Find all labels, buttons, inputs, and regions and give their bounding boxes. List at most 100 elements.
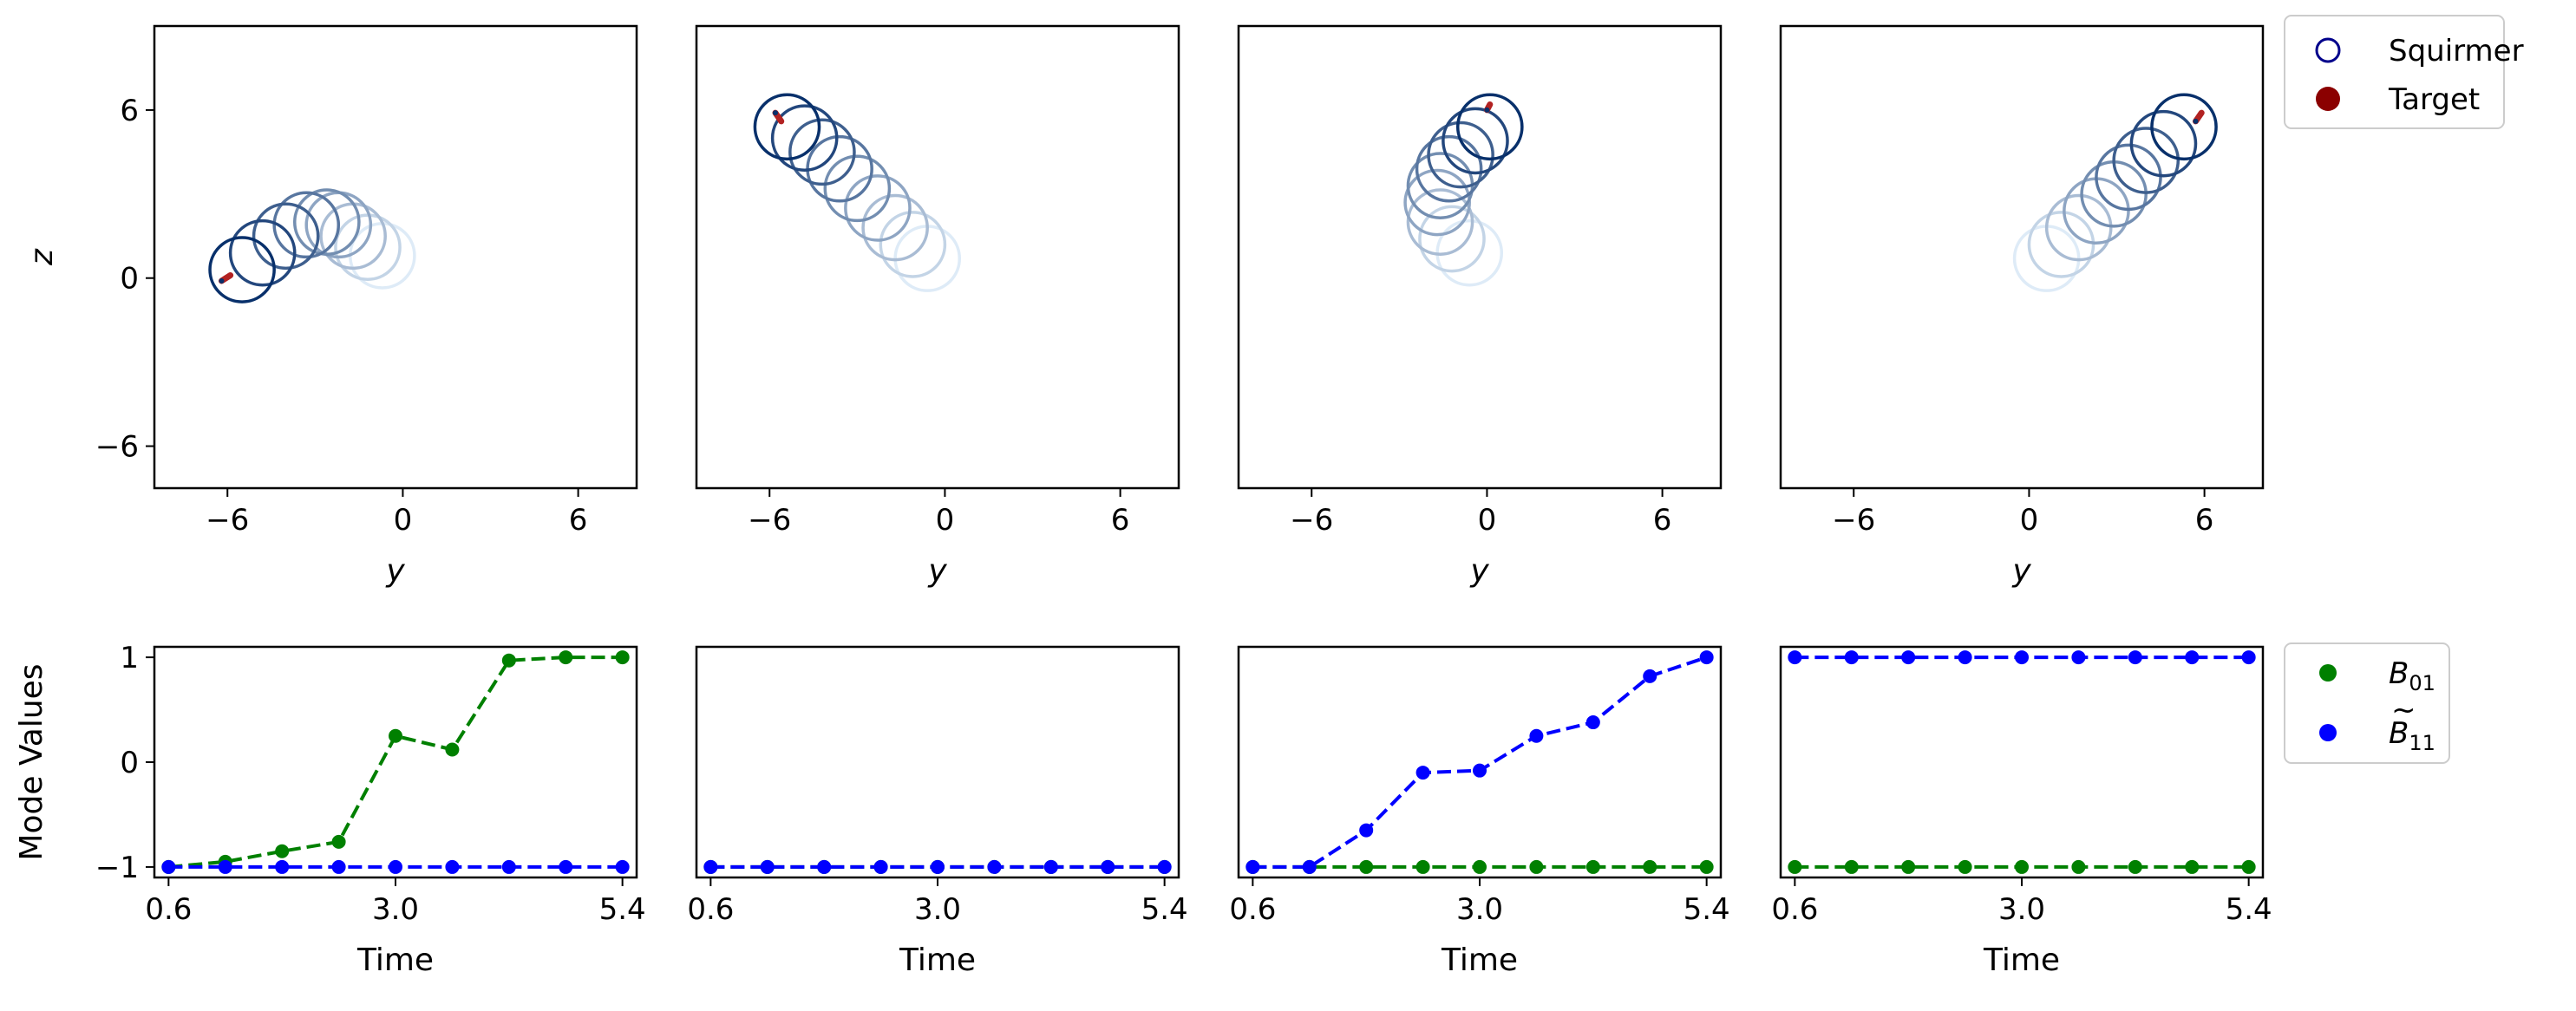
series-point-B_01	[2241, 859, 2256, 874]
series-point-B_01	[1415, 859, 1430, 874]
series-point-B~_11	[1643, 669, 1657, 683]
x-tick-label: −6	[206, 503, 249, 538]
panel-trajectory-2: −6 0 6 y	[695, 24, 1180, 589]
series-point-B_01	[445, 742, 460, 757]
series-point-B_01	[615, 650, 630, 665]
series-point-B~_11	[817, 859, 832, 874]
squirmer-circle	[272, 191, 341, 259]
axes-frame	[695, 645, 1180, 879]
plot-area	[2012, 93, 2218, 292]
series-point-B_01	[1788, 859, 1802, 874]
series-point-B~_11	[873, 859, 888, 874]
series-point-B~_11	[1043, 859, 1058, 874]
x-tick-label: 0.6	[1771, 892, 1818, 927]
legend-squirmer-label: Squirmer	[2389, 34, 2524, 68]
x-tick-label: −6	[748, 503, 791, 538]
series-point-B_01	[501, 653, 516, 668]
series-point-B_01	[2015, 859, 2029, 874]
legend-b11-tilde: ~	[2391, 693, 2416, 727]
squirmer-circle	[2044, 193, 2113, 262]
squirmer-circle	[208, 236, 276, 303]
squirmer-circle	[1442, 107, 1509, 175]
plot-area	[1246, 650, 1714, 874]
x-tick-label: 0	[2020, 503, 2039, 538]
x-tick-label: 5.4	[1141, 892, 1188, 927]
series-point-B_01	[1844, 859, 1859, 874]
series-point-B~_11	[2071, 650, 2086, 665]
series-point-B~_11	[1529, 728, 1544, 743]
squirmer-circle	[1403, 168, 1471, 237]
legend-target-marker	[2316, 87, 2340, 111]
axes-frame	[1779, 24, 2265, 490]
legend-b11-letter: B	[2389, 716, 2409, 751]
series-point-B_01	[1699, 859, 1714, 874]
x-tick-label: 6	[569, 503, 588, 538]
x-axis-label: y	[2011, 553, 2031, 589]
x-tick-label: 6	[2195, 503, 2214, 538]
series-point-B~_11	[1246, 859, 1260, 874]
series-point-B_01	[1643, 859, 1657, 874]
series-point-B~_11	[1157, 859, 1172, 874]
series-point-B_01	[1359, 859, 1374, 874]
series-point-B~_11	[615, 859, 630, 874]
series-point-B~_11	[2185, 650, 2200, 665]
plot-area	[1403, 93, 1524, 287]
squirmer-circle	[292, 188, 361, 256]
legend-bottom: B01 ~ B11	[2284, 642, 2450, 764]
panels: −6 0 6 −6 0 6 y z −6 0 6 y −6 0 6 y −6 0 6 y 0.6 3.0 5.4 −1 0 1 Ti…	[14, 24, 2272, 978]
squirmer-circle	[844, 174, 912, 242]
axes-frame	[1779, 645, 2265, 879]
x-tick-label: 5.4	[599, 892, 646, 927]
x-axis-label: y	[1469, 553, 1489, 589]
x-tick-label: 3.0	[372, 892, 419, 927]
series-point-B~_11	[559, 859, 573, 874]
series-point-B~_11	[1473, 763, 1487, 778]
x-tick-label: 0.6	[687, 892, 734, 927]
series-point-B~_11	[931, 859, 945, 874]
series-point-B~_11	[1901, 650, 1916, 665]
y-axis-label: Mode Values	[14, 663, 49, 860]
axes-frame	[153, 24, 638, 490]
series-point-B~_11	[2015, 650, 2029, 665]
x-axis-label: Time	[356, 943, 434, 978]
series-point-B_01	[2185, 859, 2200, 874]
plot-area	[753, 93, 962, 292]
plot-area	[703, 859, 1172, 874]
series-line-B_01	[168, 656, 623, 869]
panel-modes-3: 0.6 3.0 5.4 Time	[1229, 645, 1730, 978]
x-tick-label: 3.0	[1456, 892, 1503, 927]
series-point-B_01	[1473, 859, 1487, 874]
legend-squirmer-marker	[2315, 37, 2341, 63]
x-tick-label: 3.0	[914, 892, 961, 927]
legend-b01-letter: B	[2389, 656, 2409, 691]
legend-b01-label: B01	[2389, 656, 2435, 695]
y-tick-label: −6	[95, 430, 139, 465]
legend-top: Squirmer Target	[2284, 15, 2524, 129]
panel-modes-1: 0.6 3.0 5.4 −1 0 1 Time Mode Values	[14, 641, 646, 978]
series-point-B~_11	[2128, 650, 2142, 665]
series-point-B~_11	[760, 859, 775, 874]
y-tick-label: 0	[120, 262, 139, 297]
target-tip	[2193, 118, 2199, 124]
squirmer-circle	[2063, 177, 2130, 245]
series-point-B_01	[2128, 859, 2142, 874]
series-point-B~_11	[1788, 650, 1802, 665]
series-point-B_01	[1585, 859, 1600, 874]
squirmer-circle	[1415, 134, 1483, 203]
axes-frame	[1237, 24, 1723, 490]
x-tick-label: 3.0	[1998, 892, 2045, 927]
squirmer-circle	[2112, 127, 2180, 194]
squirmer-circle	[2150, 93, 2218, 161]
squirmer-circle	[1427, 121, 1494, 189]
series-point-B_01	[2071, 859, 2086, 874]
series-line-B~_11	[1252, 656, 1708, 869]
panel-modes-4: 0.6 3.0 5.4 Time	[1771, 645, 2272, 978]
squirmer-circle	[753, 93, 821, 161]
series-point-B_01	[389, 728, 402, 743]
x-axis-label: Time	[899, 943, 976, 978]
series-point-B~_11	[1415, 766, 1430, 780]
y-tick-label: 1	[120, 641, 139, 675]
panel-modes-2: 0.6 3.0 5.4 Time	[687, 645, 1188, 978]
x-axis-label: y	[385, 553, 405, 589]
